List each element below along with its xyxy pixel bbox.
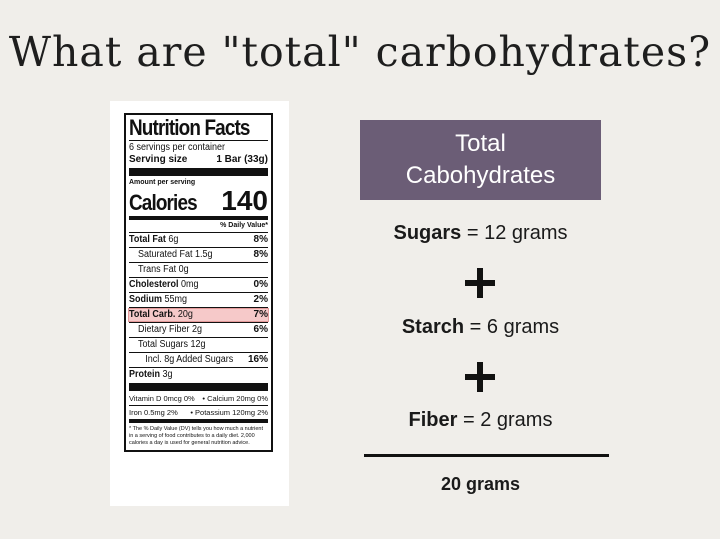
nutrient-row-sodium: Sodium 55mg 2%	[129, 294, 268, 305]
label-footnote: * The % Daily Value (DV) tells you how m…	[129, 426, 263, 446]
nutrient-row-total-fat: Total Fat 6g 8%	[129, 234, 268, 245]
total-grams: 20 grams	[440, 474, 521, 494]
serving-size-label: Serving size	[129, 154, 188, 165]
nutrient-row-protein: Protein 3g	[129, 369, 173, 380]
sugars-line: Sugars = 12 grams	[393, 222, 568, 244]
nutrition-facts-label: Nutrition Facts 6 servings per container…	[124, 113, 273, 452]
daily-value-header: % Daily Value*	[220, 222, 268, 229]
box-line-2: Cabohydrates	[405, 162, 556, 189]
amount-per-serving: Amount per serving	[129, 179, 196, 186]
serving-size-row: Serving size 1 Bar (33g)	[129, 154, 268, 166]
nutrient-row-saturated-fat: Saturated Fat 1.5g 8%	[138, 249, 268, 260]
vitamin-row-1: Vitamin D 0mcg 0% • Calcium 20mg 0%	[129, 394, 268, 403]
serving-size-value: 1 Bar (33g)	[216, 154, 268, 165]
servings-per-container: 6 servings per container	[129, 142, 226, 153]
nutrient-row-total-sugars: Total Sugars 12g	[138, 339, 206, 350]
calories-value: 140	[221, 185, 268, 216]
starch-line: Starch = 6 grams	[401, 316, 560, 338]
box-line-1: Total	[455, 130, 506, 157]
sum-divider	[364, 454, 609, 457]
nutrient-row-dietary-fiber: Dietary Fiber 2g 6%	[138, 324, 268, 335]
nutrient-row-added-sugars: Incl. 8g Added Sugars 16%	[145, 354, 268, 365]
plus-icon-1	[360, 268, 600, 303]
label-heading: Nutrition Facts	[129, 115, 250, 140]
fiber-line: Fiber = 2 grams	[408, 409, 553, 431]
total-carbohydrates-box: Total Cabohydrates	[360, 120, 601, 200]
nutrient-row-trans-fat: Trans Fat 0g	[138, 264, 189, 275]
page-title: What are "total" carbohydrates?	[8, 28, 712, 76]
nutrient-row-cholesterol: Cholesterol 0mg 0%	[129, 279, 268, 290]
calories-row: Calories 140	[129, 187, 268, 215]
nutrient-row-total-carb: Total Carb. 20g 7%	[129, 309, 268, 321]
vitamin-row-2: Iron 0.5mg 2% • Potassium 120mg 2%	[129, 408, 268, 417]
calories-label: Calories	[129, 190, 198, 215]
plus-icon-2	[360, 362, 600, 397]
